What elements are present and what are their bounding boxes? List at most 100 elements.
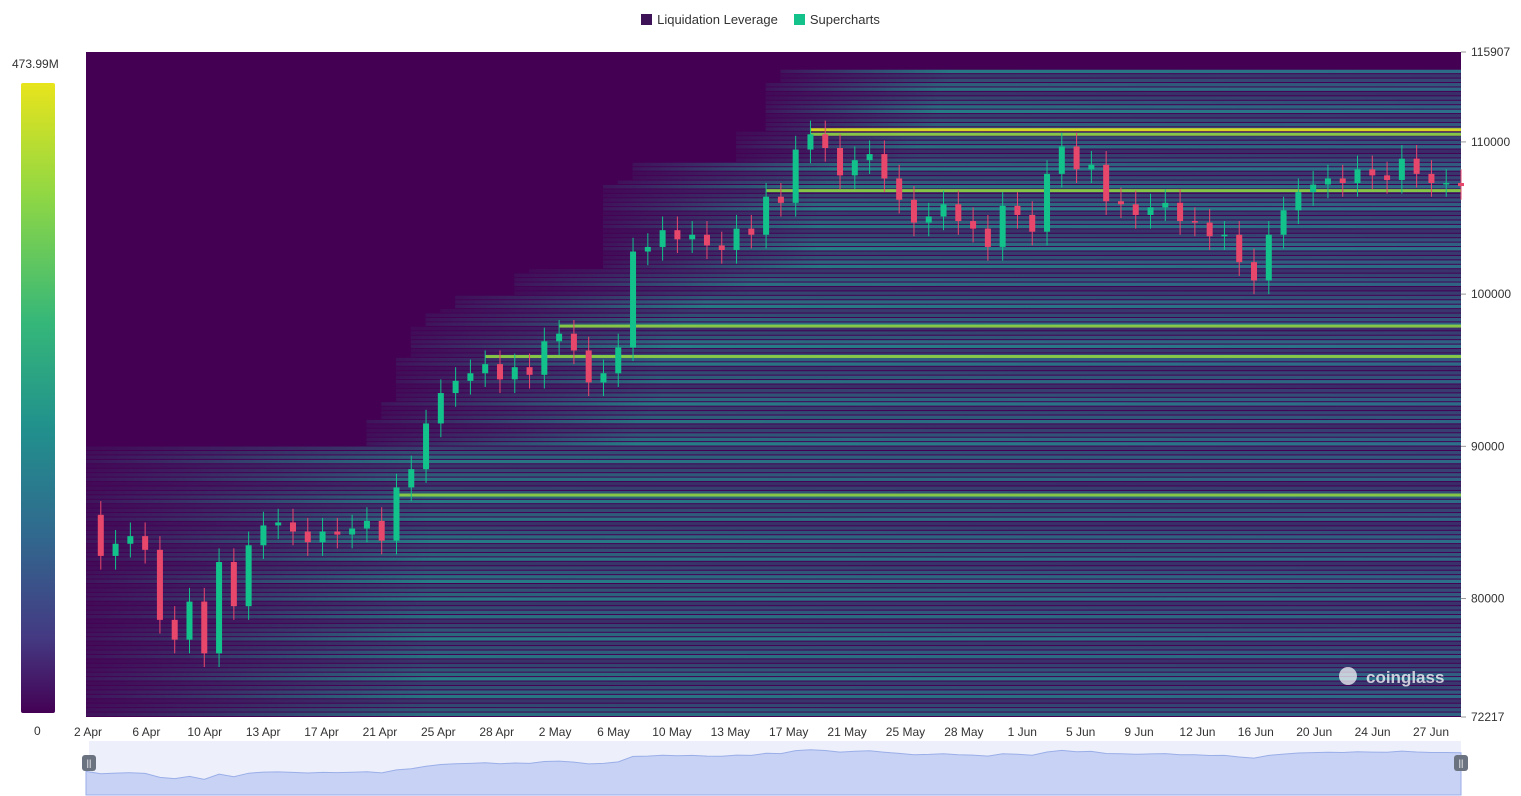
candle-body bbox=[349, 528, 356, 535]
candle-body bbox=[1369, 169, 1376, 176]
liquidation-band bbox=[86, 477, 1461, 482]
liquidation-band bbox=[86, 663, 1461, 668]
liquidation-band bbox=[396, 371, 1462, 375]
candle-body bbox=[1103, 164, 1110, 202]
liquidation-band bbox=[86, 557, 1461, 561]
legend-item-supercharts[interactable]: Supercharts bbox=[793, 12, 880, 27]
candle-body bbox=[970, 221, 977, 229]
y-axis: 115907 110000 100000 90000 80000 72217 bbox=[1461, 45, 1511, 724]
candle-body bbox=[127, 536, 134, 544]
liquidation-band bbox=[410, 349, 1461, 353]
candle-body bbox=[541, 341, 548, 375]
liquidation-band bbox=[514, 282, 1461, 286]
x-tick-label: 13 May bbox=[711, 725, 750, 739]
candle-body bbox=[245, 545, 252, 607]
candle-body bbox=[644, 246, 651, 252]
liquidation-band bbox=[765, 122, 1461, 127]
liquidation-band bbox=[86, 459, 1461, 464]
candle-body bbox=[201, 601, 208, 654]
candle-body bbox=[1162, 202, 1169, 208]
candle-body bbox=[896, 178, 903, 200]
liquidation-band bbox=[514, 286, 1461, 291]
candle-body bbox=[112, 543, 119, 556]
liquidation-band bbox=[86, 641, 1461, 646]
liquidation-band bbox=[780, 69, 1461, 74]
colorscale-bar[interactable] bbox=[21, 83, 55, 713]
liquidation-band bbox=[410, 326, 1461, 331]
candle-body bbox=[1428, 173, 1435, 184]
liquidation-bands bbox=[86, 69, 1462, 716]
liquidation-band bbox=[86, 561, 1461, 566]
liquidation-band bbox=[86, 548, 1461, 552]
zoom-handle-left[interactable]: || bbox=[82, 755, 96, 771]
liquidation-band bbox=[86, 482, 1461, 486]
candle-body bbox=[674, 230, 681, 240]
liquidation-band bbox=[86, 597, 1461, 601]
candle-body bbox=[1384, 175, 1391, 180]
candle-body bbox=[925, 216, 932, 223]
candle-body bbox=[1413, 158, 1420, 174]
liquidation-band bbox=[86, 451, 1461, 455]
zoom-slider[interactable] bbox=[85, 741, 1462, 796]
candle-body bbox=[866, 154, 873, 161]
liquidation-band bbox=[396, 388, 1462, 393]
liquidation-band bbox=[366, 419, 1461, 424]
liquidation-band bbox=[455, 304, 1461, 309]
liquidation-band bbox=[736, 153, 1461, 158]
liquidation-band bbox=[425, 313, 1461, 317]
liquidation-band bbox=[86, 499, 1461, 504]
liquidation-level-line bbox=[766, 189, 1461, 193]
x-tick-label: 17 May bbox=[769, 725, 808, 739]
candle-body bbox=[1265, 234, 1272, 281]
x-tick-label: 13 Apr bbox=[246, 725, 281, 739]
candle-body bbox=[630, 251, 637, 348]
x-tick-label: 5 Jun bbox=[1066, 725, 1095, 739]
candle-body bbox=[748, 228, 755, 235]
y-tick-label: 110000 bbox=[1471, 135, 1510, 149]
liquidation-band bbox=[86, 455, 1461, 459]
liquidation-band bbox=[396, 384, 1462, 388]
candle-body bbox=[999, 205, 1006, 247]
candle-body bbox=[792, 149, 799, 203]
x-tick-label: 6 May bbox=[597, 725, 630, 739]
candle-body bbox=[807, 134, 814, 150]
liquidation-band bbox=[514, 291, 1461, 295]
candle-body bbox=[1324, 178, 1331, 185]
liquidation-band bbox=[86, 610, 1461, 615]
liquidation-band bbox=[780, 78, 1461, 83]
candle-body bbox=[1014, 205, 1021, 215]
legend-item-liquidation-leverage[interactable]: Liquidation Leverage bbox=[641, 12, 778, 27]
x-tick-label: 21 Apr bbox=[363, 725, 398, 739]
candle-body bbox=[1221, 234, 1228, 237]
liquidation-band bbox=[603, 251, 1461, 255]
y-tick-label: 80000 bbox=[1471, 592, 1505, 606]
liquidation-band bbox=[455, 295, 1461, 300]
zoom-handle-right[interactable]: || bbox=[1454, 755, 1468, 771]
liquidation-band bbox=[736, 136, 1461, 140]
liquidation-band bbox=[86, 694, 1461, 699]
watermark: coinglass bbox=[1339, 667, 1444, 687]
liquidation-band bbox=[86, 517, 1461, 521]
liquidation-band bbox=[765, 87, 1461, 91]
candle-body bbox=[1251, 262, 1258, 281]
candle-body bbox=[1310, 184, 1317, 193]
price-candles bbox=[97, 120, 1464, 668]
liquidation-band bbox=[86, 530, 1461, 535]
chart-legend: Liquidation Leverage Supercharts bbox=[0, 12, 1521, 27]
candle-body bbox=[496, 364, 503, 380]
liquidation-band bbox=[86, 592, 1461, 597]
liquidation-band bbox=[86, 544, 1461, 548]
x-tick-label: 16 Jun bbox=[1238, 725, 1274, 739]
liquidation-band bbox=[86, 446, 1461, 450]
liquidation-band bbox=[381, 415, 1462, 419]
liquidation-band bbox=[86, 526, 1461, 530]
liquidation-band bbox=[86, 646, 1461, 650]
x-tick-label: 25 May bbox=[886, 725, 925, 739]
liquidation-level-line bbox=[810, 128, 1461, 132]
candle-body bbox=[1443, 183, 1450, 185]
candle-body bbox=[216, 562, 223, 654]
liquidation-band bbox=[603, 198, 1461, 202]
liquidation-band bbox=[86, 552, 1461, 557]
liquidation-band bbox=[381, 406, 1462, 411]
